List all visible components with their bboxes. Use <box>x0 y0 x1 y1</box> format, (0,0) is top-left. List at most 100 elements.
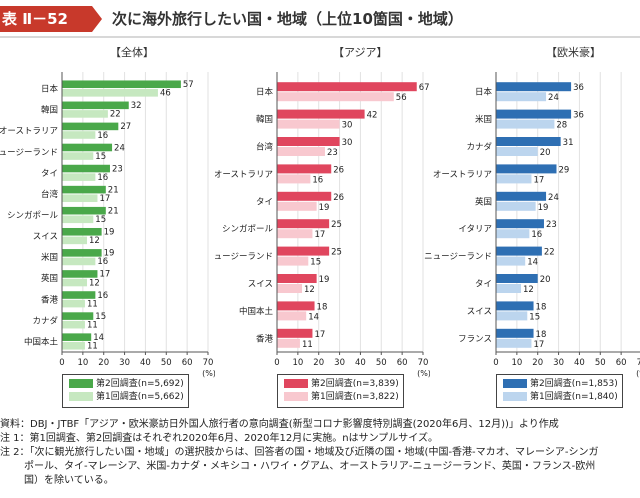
figure-title: 次に海外旅行したい国・地域（上位10箇国・地域） <box>112 10 463 28</box>
x-tick-label: 60 <box>182 358 193 368</box>
note-2: 注 2：「次に観光旅行したい国・地域」の選択肢からは、回答者の国・地域及び近隣の… <box>0 447 599 458</box>
panel-all: 【全体】 日本 57 46 韓国 32 22 オーストラリア 27 16 ニュージーランド 24 15… <box>0 44 215 414</box>
data-label-survey1: 16 <box>97 173 108 183</box>
legend-swatch <box>503 379 527 388</box>
note-2-cont-2: 国）を除いている。 <box>24 475 114 486</box>
bar-survey2 <box>277 137 340 146</box>
category-label: スイス <box>33 232 58 242</box>
bar-survey1 <box>277 201 317 211</box>
data-label-survey2: 24 <box>114 143 125 153</box>
data-label-survey2: 25 <box>331 248 342 258</box>
bar-survey1 <box>496 119 555 129</box>
category-label: 韓国 <box>256 114 273 125</box>
bar-survey2 <box>496 219 544 229</box>
data-label-survey1: 19 <box>319 203 330 213</box>
category-label: タイ <box>41 169 58 179</box>
x-tick-label: 20 <box>98 358 109 368</box>
bar-survey1 <box>277 174 311 184</box>
legend-label: 第2回調査(n=3,839) <box>311 379 399 389</box>
legend-asia-row-1: 第1回調査(n=3,822) <box>284 392 399 403</box>
bar-survey2 <box>62 101 129 110</box>
data-label-survey1: 12 <box>523 285 534 295</box>
data-label-survey1: 17 <box>533 175 544 185</box>
data-label-survey2: 31 <box>563 138 574 148</box>
bar-survey1 <box>62 299 85 308</box>
bar-survey2 <box>496 82 572 92</box>
bar-survey2 <box>277 328 313 338</box>
bar-survey2 <box>496 191 547 201</box>
category-label: スイス <box>467 307 492 317</box>
bar-survey2 <box>277 274 317 283</box>
data-label-survey1: 28 <box>556 121 567 131</box>
bar-survey1 <box>62 278 88 287</box>
data-label-survey2: 27 <box>120 122 131 132</box>
legend-all-row-1: 第1回調査(n=5,662) <box>69 392 184 403</box>
data-label-survey1: 11 <box>87 299 98 309</box>
data-label-survey2: 18 <box>317 302 328 312</box>
bar-survey1 <box>277 92 394 102</box>
bar-survey1 <box>62 131 96 139</box>
category-label: 英国 <box>475 196 492 207</box>
x-tick-label: 50 <box>595 358 606 368</box>
legend-asia: 第2回調査(n=3,839) 第1回調査(n=3,822) <box>277 374 404 408</box>
bar-survey2 <box>496 109 572 119</box>
category-label: オーストラリア <box>215 170 273 180</box>
data-label-survey2: 42 <box>367 111 378 121</box>
category-label: 中国本土 <box>24 336 59 347</box>
category-label: イタリア <box>458 225 492 235</box>
bar-survey1 <box>496 338 532 348</box>
category-label: 米国 <box>475 114 492 125</box>
bar-survey2 <box>277 191 332 201</box>
bar-survey1 <box>62 236 88 245</box>
data-label-survey1: 11 <box>87 320 98 330</box>
bar-survey2 <box>277 301 315 311</box>
data-label-survey1: 15 <box>95 152 106 162</box>
category-label: カナダ <box>32 315 58 326</box>
data-label-survey2: 36 <box>573 83 584 93</box>
bar-survey1 <box>62 257 96 266</box>
bar-survey1 <box>496 174 532 184</box>
category-label: カナダ <box>466 142 492 153</box>
data-label-survey2: 18 <box>536 302 547 312</box>
bar-survey1 <box>496 256 526 266</box>
note-2-cont-1: ポール、タイ-マレーシア、米国-カナダ・メキシコ・ハワイ・グアム、オーストラリア… <box>24 461 596 472</box>
x-unit-label: (%) <box>636 369 640 378</box>
legend-west-row-1: 第1回調査(n=1,840) <box>503 392 618 403</box>
chart-all: 日本 57 46 韓国 32 22 オーストラリア 27 16 ニュージーランド 24 15 タイ 23 1… <box>0 72 215 378</box>
data-label-survey2: 24 <box>548 193 559 203</box>
category-label: シンガポール <box>7 210 59 221</box>
bar-survey2 <box>62 291 96 299</box>
x-tick-label: 0 <box>493 358 498 368</box>
bar-survey1 <box>277 119 340 129</box>
title-rule <box>0 36 640 38</box>
bar-survey1 <box>496 229 530 239</box>
bar-survey1 <box>277 256 309 266</box>
x-tick-label: 30 <box>119 358 130 368</box>
bar-survey1 <box>62 89 158 97</box>
bar-survey1 <box>496 92 547 102</box>
data-label-survey1: 20 <box>540 148 551 158</box>
legend-label: 第1回調査(n=5,662) <box>96 392 184 402</box>
bar-survey2 <box>62 185 106 194</box>
data-label-survey1: 16 <box>97 257 108 267</box>
data-label-survey1: 16 <box>97 131 108 141</box>
bar-survey1 <box>496 201 536 211</box>
data-label-survey2: 26 <box>333 193 344 203</box>
x-unit-label: (%) <box>417 369 430 378</box>
data-label-survey1: 17 <box>99 194 110 204</box>
data-label-survey2: 14 <box>93 333 104 343</box>
data-label-survey1: 46 <box>160 89 171 99</box>
category-label: 日本 <box>41 84 59 95</box>
bar-survey2 <box>496 301 534 311</box>
bar-survey1 <box>62 110 108 118</box>
note-source: 資料：DBJ・JTBF「アジア・欧米豪訪日外国人旅行者の意向調査(新型コロナ影響… <box>0 419 559 430</box>
category-label: ニュージーランド <box>424 252 492 262</box>
x-tick-label: 60 <box>616 358 627 368</box>
x-tick-label: 10 <box>511 358 522 368</box>
figure-label: 表 Ⅱ－52 <box>0 6 92 32</box>
legend-swatch <box>69 392 93 401</box>
panel-title-all: 【全体】 <box>110 46 154 59</box>
bar-survey2 <box>62 227 102 236</box>
bar-survey2 <box>277 219 330 229</box>
